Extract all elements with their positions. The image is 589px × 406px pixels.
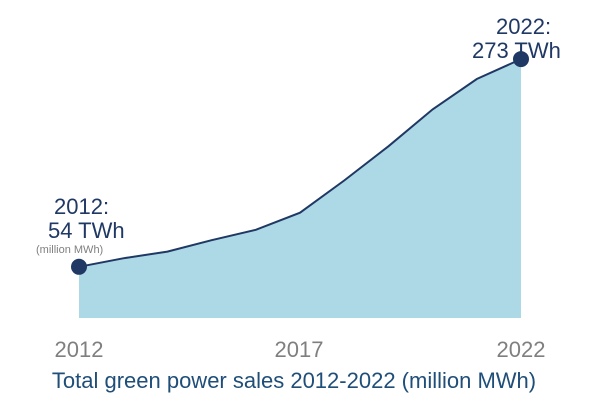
area-fill: [79, 59, 521, 318]
start-annotation-unit: (million MWh): [36, 244, 103, 256]
series-line: [78, 58, 522, 268]
x-tick-label: 2017: [275, 337, 324, 362]
x-tick-label: 2022: [497, 337, 546, 362]
end-point-marker: [513, 51, 529, 68]
start-annotation-year: 2012:: [54, 194, 109, 219]
start-annotation-value: 54 TWh: [48, 218, 125, 243]
end-annotation-value: 273 TWh: [472, 38, 561, 63]
data-points: [71, 51, 529, 275]
start-point-marker: [71, 258, 87, 275]
chart-x-label: Total green power sales 2012-2022 (milli…: [52, 368, 536, 393]
x-tick-label: 2012: [55, 337, 104, 362]
end-annotation-year: 2022:: [496, 14, 551, 39]
